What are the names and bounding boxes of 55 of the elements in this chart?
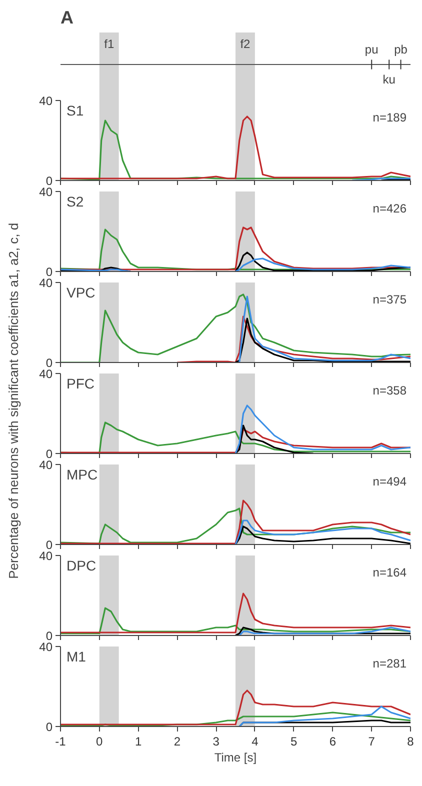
y-tick-label: 0 [46,538,53,552]
x-tick-label: 2 [174,734,181,748]
y-tick-label: 40 [39,185,53,199]
line-series [234,520,410,544]
x-tick-label: -1 [55,734,66,748]
line-series [234,526,410,544]
annotation: n=189 [372,110,407,124]
chart-subtitle: S1 [66,102,84,118]
line-series [176,316,410,362]
annotation: n=494 [372,474,407,488]
y-tick-label: 0 [46,720,53,734]
band-label: f2 [240,36,251,51]
annotation: n=164 [372,566,407,580]
band-label: f1 [104,36,114,51]
x-tick-label: 5 [290,734,298,748]
annotation: n=375 [372,292,407,306]
x-tick-label: 3 [212,734,220,748]
y-tick-label: 40 [39,276,53,290]
chart-title: DPC [66,558,96,574]
x-tick-label: 6 [329,734,336,748]
y-tick-label: 0 [46,265,53,279]
chart-title: VPC [66,284,96,300]
line-series [234,404,410,454]
x-tick-label: 4 [252,734,259,748]
annotation: n=426 [372,202,407,216]
annotation: n=281 [372,656,407,670]
y-tick-label: 40 [39,549,53,563]
x-tick-label: 7 [368,734,376,748]
y-tick-label: 0 [46,629,53,643]
y-tick-label: 40 [39,640,53,654]
x-tick-label: 1 [134,734,142,748]
chart-title: MPC [66,466,98,482]
line-series [238,706,410,726]
x-tick-label: 8 [407,734,414,748]
chart-title: A [60,8,74,28]
y-tick-label: 40 [39,367,53,381]
y-tick-label: 0 [46,447,53,461]
y-tick-label: 0 [46,356,53,370]
chart-title: PFC [66,376,94,392]
line-series [60,592,410,634]
annotation: n=358 [372,384,407,398]
y-tick-label: 0 [46,174,53,188]
chart-title: M1 [66,648,86,664]
ref-line-label: pu [364,42,378,56]
ref-line-label: ku [382,72,396,86]
y-tick-label: 40 [39,458,53,472]
y-tick-label: 40 [39,94,53,108]
line-series [234,424,314,454]
line-series [238,296,410,362]
x-tick-label: 0 [96,734,104,748]
ref-line-label: pb [394,42,408,56]
chart-title: S2 [66,194,84,210]
line-series [234,318,410,362]
x-axis-title: Time [s] [214,750,257,764]
y-axis-title: Percentage of neurons with significant coefficients a1, a2, c, d [6,222,22,579]
